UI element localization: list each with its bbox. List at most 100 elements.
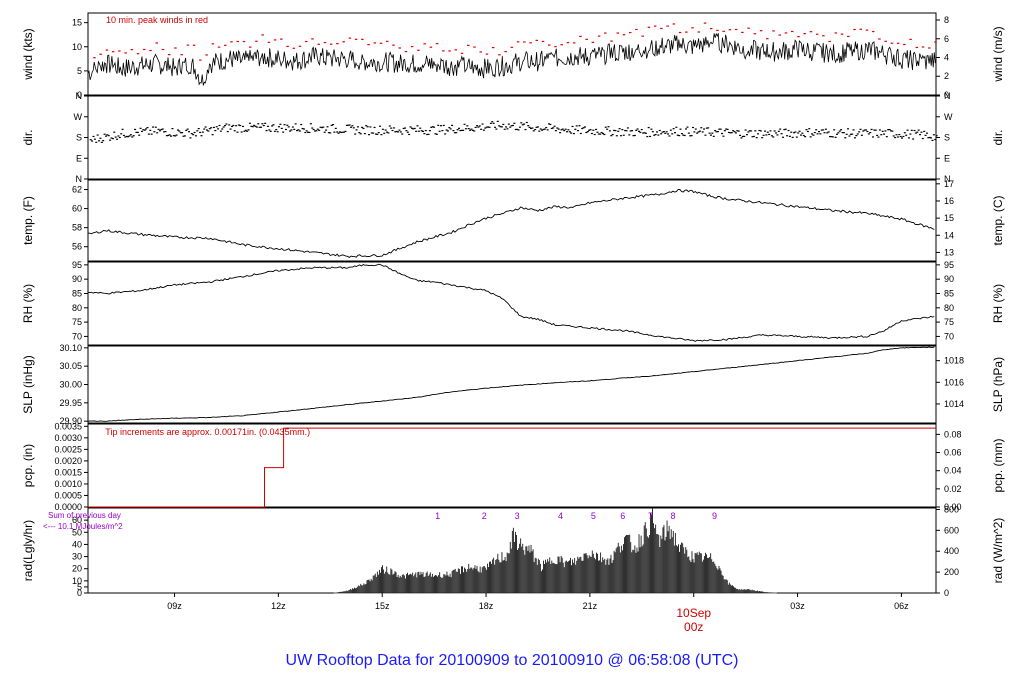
dir-point [736,130,739,132]
dir-point [733,131,736,133]
dir-point [446,130,449,132]
dir-point [654,133,657,136]
y2-tick-label: N [944,91,951,101]
y-tick-label: 75 [72,317,82,327]
dir-point [423,132,426,135]
dir-point [650,128,653,130]
y2-tick-label: 1016 [944,377,964,387]
hour-marker-label: 6 [620,511,625,521]
peak-marker [541,40,545,43]
dir-point [93,138,96,140]
dir-point [351,125,354,127]
dir-point [174,135,177,137]
dir-point [793,132,796,134]
y2-tick-label: 1018 [944,356,964,366]
dir-point [116,138,119,140]
dir-point [708,132,711,134]
dir-point [132,135,135,137]
dir-point [664,132,667,134]
dir-point [193,131,196,134]
dir-point [199,131,202,134]
y-tick-label: 10 [72,576,82,586]
dir-point [107,135,110,137]
peak-marker [236,40,239,43]
dir-point [564,128,567,130]
dir-point [157,128,160,130]
dir-point [128,135,131,137]
dir-point [604,126,607,128]
dir-point [642,132,645,134]
dir-point [786,135,789,137]
dir-point [113,131,116,133]
dir-point [924,134,927,136]
dir-point [426,133,429,136]
dir-point [420,130,423,132]
dir-point [158,130,161,132]
dir-point [138,134,141,136]
dir-point [813,131,816,134]
panel-rh: 70 75 80 85 90 95 70 75 80 85 90 95 RH (%) RH (%) [21,260,1005,346]
dir-point [473,130,476,132]
dir-point [919,134,922,136]
dir-point [686,126,689,128]
peak-marker [734,28,738,31]
y-tick-label: 95 [72,260,82,270]
dir-point [290,129,293,131]
dir-point [520,122,523,124]
dir-point [229,128,232,130]
dir-point [799,134,802,136]
dir-point [172,135,175,137]
peak-marker [766,38,769,40]
dir-point [257,123,260,125]
y2-tick-label: 70 [944,331,954,341]
dir-point [109,139,112,141]
dir-point [671,133,674,135]
dir-point [704,134,707,136]
peak-marker [305,40,308,43]
dir-point [525,121,528,124]
y2-axis-label: pcp. (mm) [991,438,1005,492]
dir-point [348,124,351,126]
peak-marker [591,41,595,43]
dir-point [300,123,303,126]
y-tick-label: 20 [72,564,82,574]
dir-point [235,125,238,127]
peak-marker [660,27,663,30]
dir-point [250,125,253,127]
dir-point [388,125,391,127]
series-line [87,32,936,86]
dir-point [815,129,818,131]
peak-marker [467,44,470,46]
y-tick-label: 80 [72,303,82,313]
dir-point [268,129,271,131]
peak-marker [890,42,894,44]
dir-point [693,131,696,133]
dir-point [139,127,142,129]
date-marker-label: 10Sep [676,606,711,620]
dir-point [808,128,811,130]
dir-point [557,128,560,130]
dir-point [372,132,375,134]
dir-point [478,125,481,127]
dir-point [679,128,682,130]
peak-marker [211,43,215,45]
dir-point [740,137,743,139]
dir-point [467,128,470,130]
dir-point [282,131,285,133]
dir-point [319,126,322,128]
peak-marker [635,28,638,31]
peak-marker [105,49,109,51]
y2-tick-label: 0.00 [944,502,962,512]
peak-marker [510,46,514,48]
dir-point [698,130,701,132]
dir-point [550,127,553,130]
dir-point [152,126,155,128]
y-axis-label: wind (kts) [21,28,35,80]
dir-point [917,129,920,131]
dir-point [895,134,898,136]
dir-point [149,129,152,131]
dir-point [610,135,613,137]
peak-marker [230,41,233,43]
dir-point [262,124,265,127]
